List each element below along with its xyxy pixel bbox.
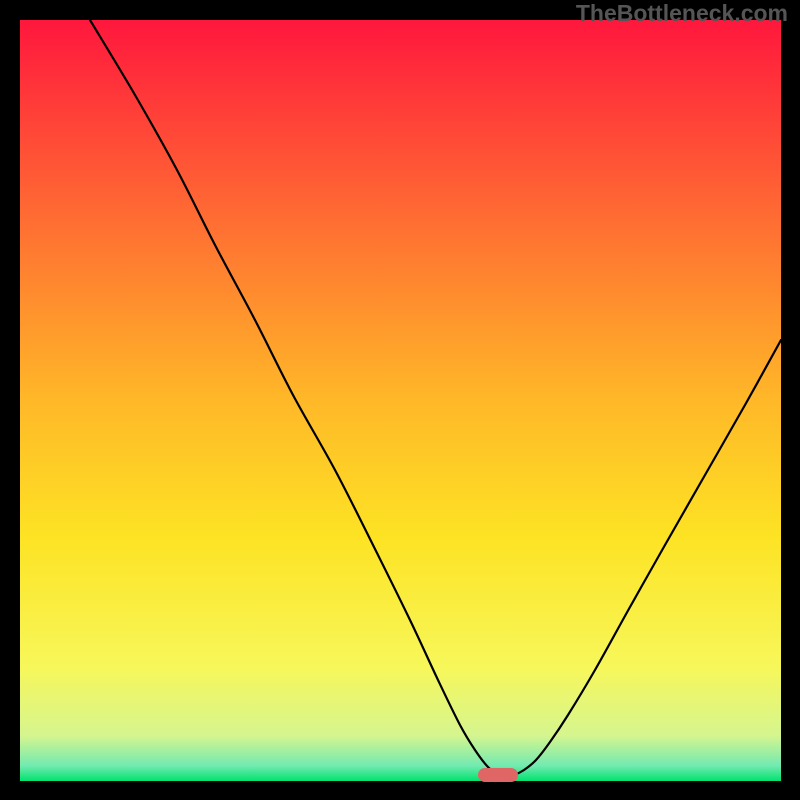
bottleneck-curve bbox=[0, 0, 800, 800]
watermark-text: TheBottleneck.com bbox=[576, 0, 788, 27]
curve-path bbox=[90, 20, 781, 777]
minimum-marker bbox=[478, 768, 518, 782]
chart-container: TheBottleneck.com bbox=[0, 0, 800, 800]
